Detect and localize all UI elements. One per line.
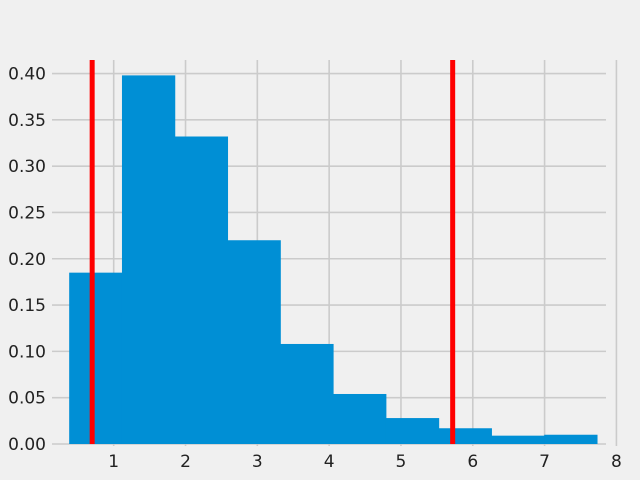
x-tick-label-3: 4	[324, 452, 335, 472]
x-tick-labels: 1 2 3 4 5 6 7 8	[108, 452, 622, 472]
x-tick-label-6: 7	[539, 452, 550, 472]
histogram-bars	[69, 75, 598, 444]
histogram-bar-4	[280, 343, 334, 444]
x-tick-label-5: 6	[467, 452, 478, 472]
y-tick-label-7: 0.35	[8, 111, 46, 131]
histogram-bar-2	[174, 136, 229, 444]
histogram-bar-1	[121, 75, 176, 444]
histogram-bar-6	[385, 418, 440, 444]
x-tick-label-1: 2	[180, 452, 191, 472]
y-tick-label-4: 0.20	[8, 250, 46, 270]
y-tick-label-5: 0.25	[8, 203, 46, 223]
histogram-bar-7	[438, 428, 492, 444]
histogram-bar-9	[544, 434, 598, 444]
histogram-bar-8	[491, 435, 545, 444]
histogram-bar-3	[227, 240, 281, 444]
x-tick-label-2: 3	[252, 452, 263, 472]
y-tick-label-0: 0.00	[8, 435, 46, 455]
y-tick-label-3: 0.15	[8, 296, 46, 316]
reference-lines	[89, 60, 456, 444]
histogram-bar-5	[333, 393, 387, 444]
y-tick-labels: 0.00 0.05 0.10 0.15 0.20 0.25 0.30 0.35 0.40	[8, 65, 46, 455]
y-tick-label-6: 0.30	[8, 157, 46, 177]
y-tick-label-2: 0.10	[8, 342, 46, 362]
histogram-bar-0	[69, 272, 123, 444]
y-tick-label-8: 0.40	[8, 65, 46, 85]
x-tick-label-4: 5	[396, 452, 407, 472]
x-tick-label-7: 8	[611, 452, 622, 472]
y-tick-label-1: 0.05	[8, 389, 46, 409]
x-tick-label-0: 1	[108, 452, 119, 472]
